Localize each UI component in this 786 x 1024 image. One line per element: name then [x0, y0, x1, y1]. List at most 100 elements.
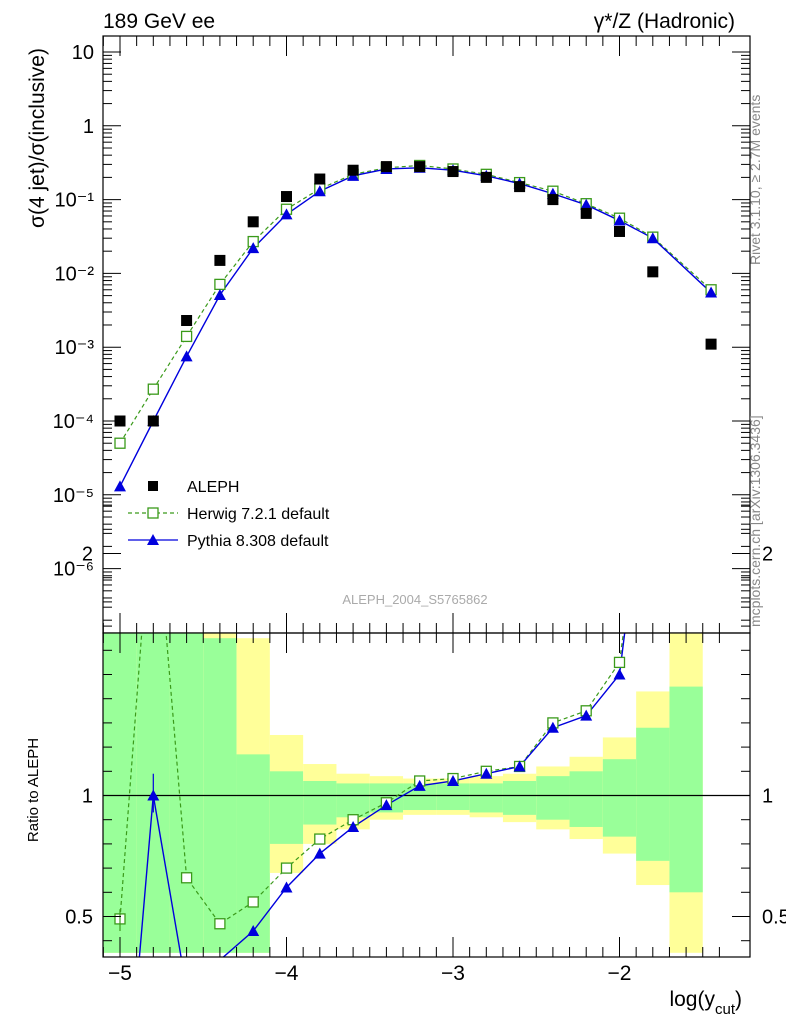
- x-tick-label: −4: [275, 962, 299, 985]
- ratio-pythia-point: [313, 847, 326, 859]
- y-tick-label: 10⁻²: [55, 263, 95, 285]
- x-tick-label: −3: [441, 962, 465, 985]
- uncertainty-band-inner: [436, 783, 470, 811]
- x-tick-label: −2: [608, 962, 632, 985]
- ratio-herwig-point: [613, 656, 626, 669]
- ratio-herwig-point: [280, 862, 293, 874]
- pythia-point: [114, 480, 126, 492]
- legend-aleph-label: ALEPH: [187, 479, 239, 496]
- ratio-pythia-point: [580, 709, 593, 721]
- mcplots-label: mcplots.cern.ch [arXiv:1306.3436]: [747, 415, 763, 627]
- ratio-pythia-point: [247, 925, 260, 937]
- legend-pythia-label: Pythia 8.308 default: [187, 533, 329, 550]
- x-axis-label-sub: cut: [715, 1001, 736, 1018]
- ratio-frame: [102, 632, 751, 958]
- aleph-point: [447, 166, 459, 178]
- y-tick-label: 10⁻³: [55, 337, 95, 359]
- uncertainty-band-inner: [536, 776, 570, 820]
- y-tick-label: 1: [83, 116, 94, 138]
- pythia-point: [705, 286, 718, 298]
- ratio-herwig-point: [314, 833, 326, 845]
- herwig-point: [114, 437, 126, 449]
- ratio-y-tick-label: 2: [82, 544, 93, 566]
- ratio-pythia-point: [380, 799, 393, 811]
- uncertainty-band-inner: [636, 727, 670, 861]
- aleph-point: [647, 266, 659, 278]
- header-right-label: γ*/Z (Hadronic): [594, 10, 735, 33]
- analysis-id-label: ALEPH_2004_S5765862: [342, 592, 487, 607]
- pythia-point: [280, 208, 293, 220]
- ratio-pythia-point: [613, 668, 626, 680]
- ratio-pythia-point: [546, 721, 559, 733]
- legend-pythia-marker: [147, 534, 159, 545]
- ratio-y-tick-label: 0.5: [65, 907, 93, 929]
- pythia-point: [213, 288, 226, 300]
- aleph-point: [480, 171, 492, 183]
- aleph-point: [614, 225, 625, 237]
- y-tick-label: 10⁻⁵: [53, 485, 94, 507]
- main-panel: 10⁻⁶ 10⁻⁵ 10⁻⁴ 10⁻³ 10⁻² 10⁻¹ 1 10: [53, 35, 751, 634]
- ratio-herwig-point: [180, 872, 193, 884]
- svg-text:log(ycut): log(ycut): [669, 988, 742, 1018]
- ratio-panel: 0.5 0.5 1 1 2 2: [65, 504, 786, 958]
- x-axis-title: log(ycut): [669, 988, 742, 1018]
- legend-herwig-label: Herwig 7.2.1 default: [187, 506, 330, 523]
- legend: ALEPH Herwig 7.2.1 default Pythia 8.308 …: [128, 479, 330, 550]
- aleph-point: [181, 315, 193, 327]
- pythia-point: [180, 350, 193, 362]
- aleph-point: [705, 338, 717, 350]
- aleph-point: [314, 173, 326, 185]
- ratio-pythia-point: [513, 760, 526, 772]
- pythia-point: [580, 198, 593, 210]
- y-tick-label: 10⁻⁶: [53, 559, 94, 581]
- ratio-herwig-point: [214, 918, 226, 930]
- main-y-axis-label: σ(4 jet)/σ(inclusive): [26, 48, 49, 228]
- pythia-point: [313, 185, 326, 197]
- uncertainty-band-inner: [336, 783, 370, 818]
- ratio-pythia-point: [447, 774, 459, 786]
- uncertainty-band-inner: [602, 759, 637, 837]
- pythia-point: [646, 232, 659, 244]
- aleph-point: [514, 181, 526, 193]
- legend-herwig-marker: [147, 507, 159, 519]
- uncertainty-band-inner: [269, 771, 304, 844]
- y-tick-label: 10⁻¹: [55, 190, 95, 212]
- ratio-bands: [103, 633, 703, 953]
- uncertainty-band-inner: [469, 783, 503, 813]
- uncertainty-band-inner: [502, 780, 537, 815]
- ratio-pythia-point: [347, 820, 360, 832]
- ratio-y-tick-label: 1: [82, 786, 93, 808]
- uncertainty-band-inner: [236, 754, 270, 953]
- aleph-point: [380, 161, 392, 173]
- uncertainty-band-inner: [169, 633, 204, 953]
- uncertainty-band-inner: [103, 633, 137, 953]
- ratio-pythia-point: [280, 881, 293, 893]
- herwig-line: [119, 164, 712, 444]
- ratio-series: [114, 633, 626, 957]
- main-series: [114, 159, 718, 492]
- ratio-y-tick-label-right: 1: [762, 786, 773, 808]
- herwig-point: [147, 383, 159, 395]
- x-axis-label-close: ): [735, 988, 742, 1011]
- uncertainty-band-inner: [669, 686, 703, 893]
- aleph-point: [580, 207, 592, 219]
- ratio-pythia-line: [138, 633, 626, 957]
- legend-aleph-marker: [148, 481, 158, 491]
- x-tick-label: −5: [108, 962, 132, 985]
- y-tick-label: 10: [72, 42, 94, 64]
- pythia-point: [613, 214, 626, 226]
- header-left-label: 189 GeV ee: [103, 10, 215, 33]
- ratio-y-tick-label-right: 2: [762, 544, 773, 566]
- uncertainty-band-inner: [303, 780, 337, 825]
- aleph-point: [247, 216, 259, 228]
- aleph-point: [214, 254, 226, 266]
- ratio-y-axis-label: Ratio to ALEPH: [25, 738, 42, 842]
- x-axis: −5 −4 −3 −2: [102, 36, 720, 985]
- rivet-version-label: Rivet 3.1.10, ≥ 2.7M events: [747, 95, 763, 265]
- ratio-y-tick-label-right: 0.5: [762, 907, 786, 929]
- pythia-point: [247, 242, 260, 254]
- ratio-pythia-point: [413, 779, 426, 791]
- ratio-pythia-point: [480, 767, 493, 779]
- herwig-point: [214, 278, 226, 291]
